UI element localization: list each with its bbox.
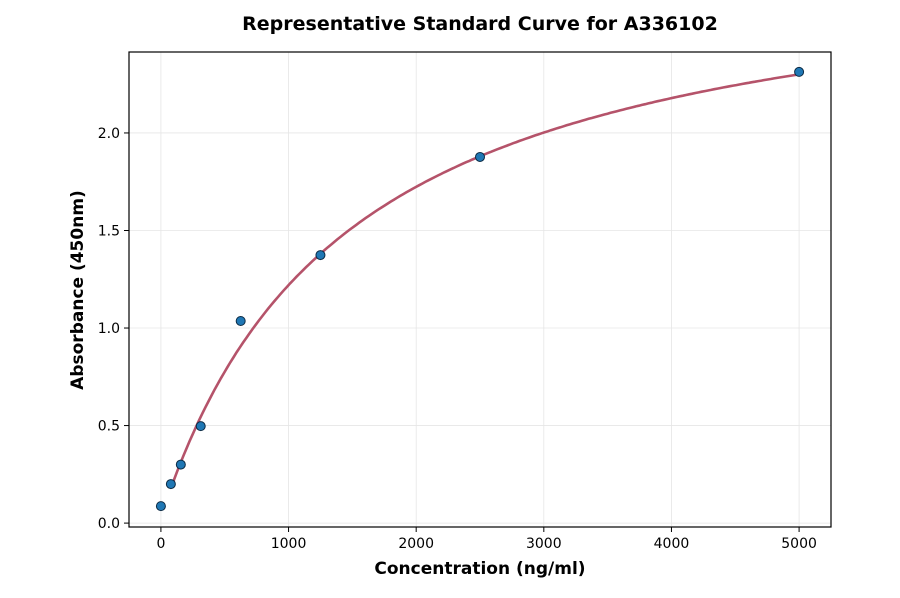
y-tick-label: 2.0 [98,126,120,142]
y-tick-label: 0.5 [98,419,120,435]
fit-curve-layer [169,73,800,489]
x-axis-ticks: 0 1000 2000 3000 4000 5000 [156,527,817,552]
x-axis-label: Concentration (ng/ml) [374,559,585,579]
chart-title: Representative Standard Curve for A33610… [242,13,718,35]
y-tick-label: 1.0 [98,321,120,337]
y-axis-label: Absorbance (450nm) [68,190,88,390]
x-tick-label: 3000 [526,536,562,552]
y-tick-label: 0.0 [98,516,120,532]
data-point [475,151,485,162]
plot-frame [128,51,832,528]
fit-curve [169,73,800,489]
data-point [195,421,206,432]
data-point [315,250,326,261]
x-tick-label: 2000 [398,536,434,552]
data-point [235,316,246,327]
y-axis-ticks: 0.0 0.5 1.0 1.5 2.0 [98,126,129,532]
x-tick-label: 5000 [781,536,817,552]
y-tick-label: 1.5 [98,223,120,239]
x-tick-label: 1000 [271,536,307,552]
x-tick-label: 4000 [654,536,690,552]
grid-lines [129,52,831,527]
data-points [155,66,805,512]
data-point [165,479,176,490]
data-point [155,501,166,512]
x-tick-label: 0 [156,536,165,552]
data-point [794,66,805,77]
data-point [175,459,186,470]
